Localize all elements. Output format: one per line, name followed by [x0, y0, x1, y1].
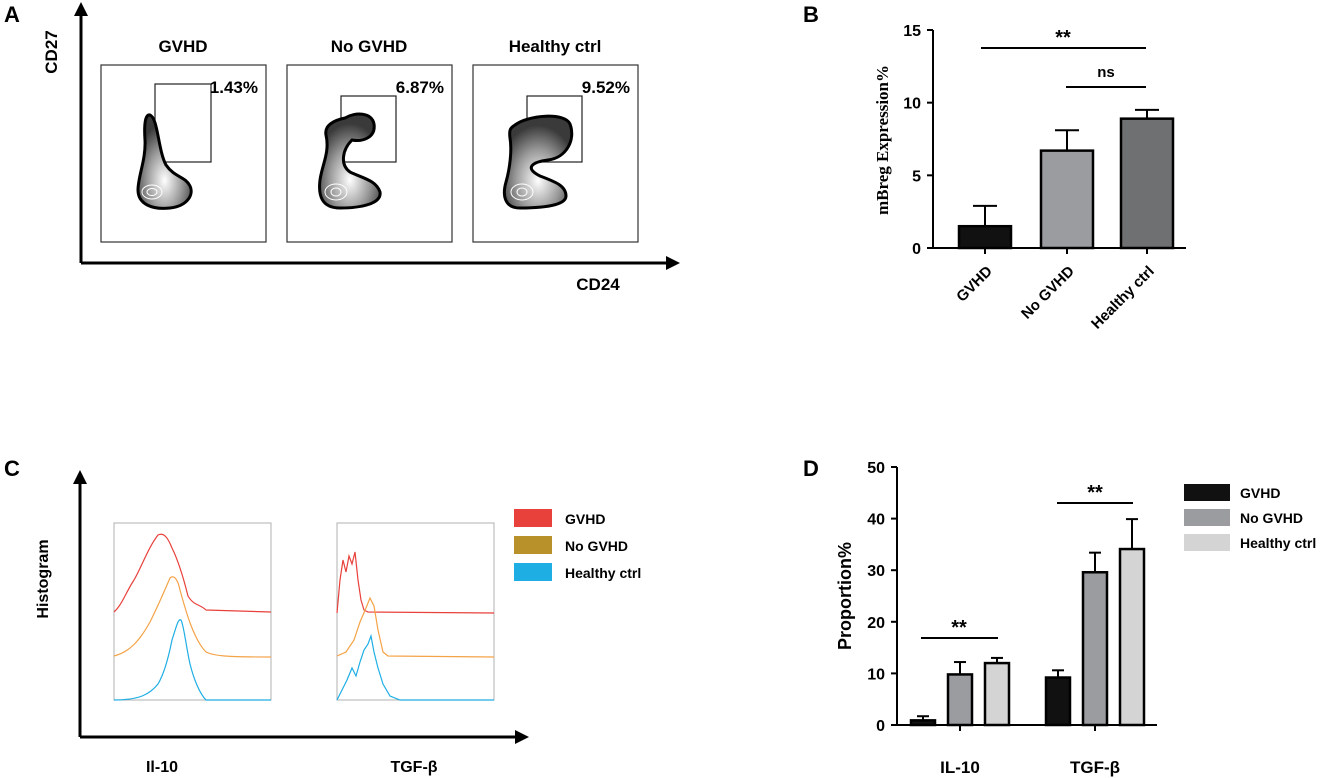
flow-gate-percent: 6.87%: [396, 78, 444, 97]
panel-b-letter: B: [803, 2, 819, 27]
flow-gate-percent: 9.52%: [582, 78, 630, 97]
bar: [946, 673, 974, 727]
flow-plot-frame: [286, 64, 453, 243]
legend-swatch: [1184, 534, 1230, 551]
panel-b-bars: [957, 108, 1175, 250]
bar: [909, 719, 937, 727]
flow-plot-healthy: Healthy ctrl 9.52%: [472, 37, 639, 243]
significance-label: **: [951, 617, 967, 639]
bar: [957, 224, 1013, 250]
flow-plot-frame: [100, 64, 267, 243]
histogram-il10: [113, 522, 272, 701]
histogram-no-gvhd-curve: [336, 596, 495, 658]
panel-c-letter: C: [4, 456, 20, 481]
significance-label: **: [1055, 27, 1071, 49]
bar: [1119, 117, 1175, 250]
legend-swatch: [514, 509, 552, 527]
legend-swatch: [514, 563, 552, 581]
flow-contour: [510, 183, 534, 201]
panel-b-significance: ** ns: [981, 27, 1146, 88]
bar: [1039, 149, 1095, 250]
panel-d-bars: [909, 518, 1146, 727]
panel-c-y-label: Histogram: [35, 539, 52, 618]
bar: [1118, 547, 1146, 727]
flow-contour: [324, 183, 348, 201]
panel-b-y-label: mBreg Expression%: [873, 65, 892, 215]
panel-c-y-arrow-icon: [73, 470, 87, 484]
flow-density-blob: [502, 114, 574, 210]
y-tick-label: 5: [912, 168, 921, 185]
panel-a-y-arrow-icon: [74, 2, 88, 16]
flow-contour: [330, 187, 342, 197]
histogram-tgfb: [336, 522, 495, 701]
x-tick-label: GVHD: [953, 263, 996, 306]
histogram-healthy-curve: [336, 633, 494, 701]
panel-a-letter: A: [4, 2, 20, 27]
y-tick-label: 40: [867, 512, 885, 529]
panel-a-x-label: CD24: [576, 275, 620, 294]
x-tick-label: TGF-β: [1070, 758, 1120, 777]
flow-plot-no-gvhd: No GVHD 6.87%: [286, 37, 453, 243]
flow-contour: [516, 187, 528, 197]
y-tick-label: 10: [903, 96, 921, 113]
y-tick-label: 20: [867, 615, 885, 632]
legend-label: No GVHD: [1240, 510, 1303, 526]
legend-label: Healthy ctrl: [1240, 535, 1316, 551]
x-tick-label: IL-10: [940, 758, 980, 777]
bar: [1044, 676, 1072, 727]
bar: [983, 661, 1011, 727]
histogram-healthy-curve: [113, 619, 271, 701]
histogram-no-gvhd-curve: [113, 576, 272, 658]
panel-c: C Histogram Il-10 TGF-β GVHD No GVHD: [4, 456, 641, 776]
legend-swatch: [514, 536, 552, 554]
y-tick-label: 15: [903, 23, 921, 40]
panel-d: D Proportion% 0 10 20 30 40 50 IL-10 TGF-β ** *…: [803, 456, 1316, 777]
y-tick-label: 0: [876, 718, 885, 735]
flow-plot-title: No GVHD: [331, 37, 408, 56]
panel-a-x-arrow-icon: [666, 256, 680, 270]
histogram-gvhd-curve: [113, 533, 272, 613]
panel-c-legend: GVHD No GVHD Healthy ctrl: [514, 509, 641, 581]
significance-label: **: [1087, 482, 1103, 504]
flow-contour: [141, 184, 163, 200]
panel-a-y-label: CD27: [42, 30, 61, 73]
x-tick-label: Healthy ctrl: [1088, 263, 1158, 333]
flow-gate-percent: 1.43%: [210, 78, 258, 97]
flow-plot-title: Healthy ctrl: [509, 37, 602, 56]
histogram-frame: [336, 522, 495, 701]
legend-swatch: [1184, 484, 1230, 501]
legend-label: Healthy ctrl: [565, 565, 641, 581]
panel-d-legend: GVHD No GVHD Healthy ctrl: [1184, 484, 1316, 551]
panel-a: A CD27 CD24 GVHD 1.43% No GVHD 6.87%: [4, 2, 680, 294]
flow-contour: [146, 188, 158, 196]
panel-d-y-label: Proportion%: [835, 542, 855, 650]
legend-label: GVHD: [1240, 485, 1280, 501]
panel-d-axes: 0 10 20 30 40 50 IL-10 TGF-β: [867, 460, 1157, 777]
bar: [1081, 571, 1109, 727]
significance-label: ns: [1097, 64, 1115, 81]
panel-d-significance: ** **: [921, 482, 1133, 639]
y-tick-label: 30: [867, 563, 885, 580]
panel-d-letter: D: [803, 456, 819, 481]
legend-swatch: [1184, 509, 1230, 526]
legend-label: No GVHD: [565, 538, 628, 554]
flow-plot-title: GVHD: [158, 37, 207, 56]
y-tick-label: 50: [867, 460, 885, 477]
panel-c-x-label: TGF-β: [390, 759, 437, 776]
legend-label: GVHD: [565, 511, 605, 527]
panel-b: B mBreg Expression% 0 5 10 15 GVHD No GVHD Hea…: [803, 2, 1186, 333]
flow-plot-gvhd: GVHD 1.43%: [100, 37, 267, 243]
panel-c-x-label: Il-10: [146, 759, 178, 776]
y-tick-label: 0: [912, 241, 921, 258]
y-tick-label: 10: [867, 666, 885, 683]
panel-c-x-arrow-icon: [515, 730, 529, 744]
x-tick-label: No GVHD: [1018, 263, 1078, 323]
